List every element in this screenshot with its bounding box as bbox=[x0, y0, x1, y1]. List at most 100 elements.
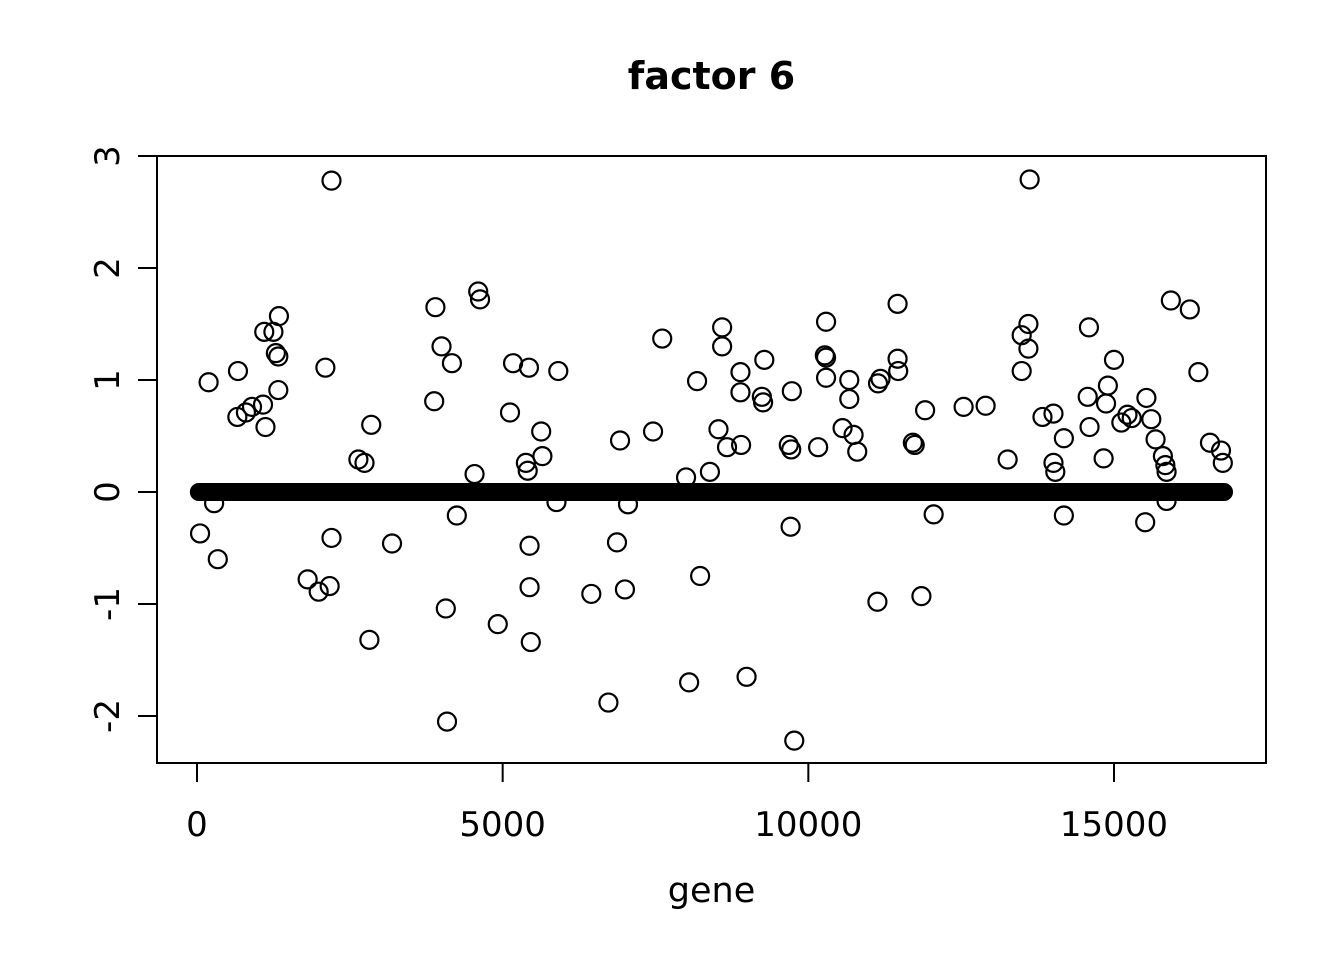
data-point bbox=[1077, 386, 1098, 407]
data-point bbox=[679, 672, 700, 693]
data-point bbox=[1188, 362, 1209, 383]
y-axis: 3 2 1 0 -1 -2 bbox=[88, 145, 157, 733]
data-point bbox=[997, 449, 1018, 470]
data-point bbox=[519, 535, 540, 556]
data-point bbox=[839, 369, 860, 391]
data-point bbox=[241, 396, 263, 417]
data-point bbox=[431, 336, 452, 357]
y-tick-label: -2 bbox=[88, 699, 128, 733]
data-point bbox=[614, 579, 636, 600]
data-point bbox=[319, 575, 340, 597]
data-point bbox=[1156, 490, 1177, 512]
data-point bbox=[690, 565, 711, 587]
data-point bbox=[581, 583, 602, 605]
data-point bbox=[1160, 290, 1181, 311]
data-point bbox=[487, 614, 508, 635]
data-point bbox=[1019, 169, 1040, 190]
data-point bbox=[686, 371, 708, 392]
data-point bbox=[1155, 455, 1176, 476]
data-point bbox=[708, 419, 729, 440]
data-point bbox=[780, 516, 801, 537]
data-point bbox=[716, 437, 738, 458]
y-tick-label: 2 bbox=[88, 257, 128, 279]
data-point bbox=[468, 281, 489, 302]
data-point bbox=[730, 434, 752, 456]
data-point bbox=[1135, 512, 1156, 533]
data-point bbox=[354, 452, 375, 473]
data-point bbox=[441, 353, 463, 374]
data-point bbox=[1053, 505, 1074, 526]
data-point bbox=[1136, 387, 1157, 409]
data-point bbox=[265, 343, 286, 364]
data-point bbox=[268, 379, 289, 401]
data-point bbox=[469, 289, 491, 310]
data-point bbox=[1097, 375, 1118, 396]
data-point bbox=[606, 532, 628, 553]
x-tick-label: 10000 bbox=[754, 805, 862, 845]
data-point bbox=[1043, 403, 1064, 424]
x-tick-label: 15000 bbox=[1060, 805, 1168, 845]
data-point bbox=[189, 523, 211, 544]
data-point bbox=[832, 418, 853, 439]
data-point bbox=[204, 493, 225, 514]
data-point bbox=[198, 372, 219, 393]
data-point bbox=[975, 395, 996, 416]
data-point bbox=[784, 730, 805, 751]
data-point bbox=[436, 711, 458, 732]
data-point bbox=[464, 463, 485, 485]
data-point bbox=[435, 598, 456, 619]
data-point bbox=[359, 629, 380, 650]
data-point bbox=[953, 396, 974, 417]
x-tick-label: 5000 bbox=[459, 805, 546, 845]
y-tick-label: 1 bbox=[88, 369, 128, 391]
data-point bbox=[1156, 461, 1177, 482]
data-point bbox=[381, 533, 403, 554]
data-point bbox=[1152, 446, 1174, 467]
data-point bbox=[911, 586, 932, 607]
data-point bbox=[847, 441, 868, 462]
data-point bbox=[675, 467, 697, 488]
data-point bbox=[1095, 393, 1117, 414]
data-point bbox=[1212, 452, 1233, 473]
data-point bbox=[424, 391, 445, 412]
data-point bbox=[321, 170, 342, 191]
data-point bbox=[1145, 429, 1166, 450]
data-point bbox=[1045, 461, 1066, 482]
data-point bbox=[1079, 416, 1100, 438]
data-point bbox=[518, 357, 540, 378]
data-point bbox=[520, 631, 541, 653]
data-point bbox=[1141, 409, 1162, 430]
data-point bbox=[1103, 349, 1125, 370]
x-tick-label: 0 bbox=[186, 805, 208, 845]
data-point bbox=[642, 421, 664, 442]
data-point bbox=[914, 400, 936, 421]
data-point bbox=[736, 666, 757, 687]
data-point bbox=[425, 297, 446, 318]
data-point bbox=[1117, 404, 1138, 425]
data-point bbox=[499, 402, 521, 423]
plot-title: factor 6 bbox=[627, 54, 796, 98]
data-point bbox=[904, 434, 925, 456]
data-point bbox=[887, 293, 908, 314]
data-point bbox=[902, 432, 923, 453]
data-point bbox=[321, 527, 342, 549]
data-point bbox=[609, 430, 631, 451]
data-point bbox=[870, 368, 891, 389]
data-point bbox=[361, 414, 382, 435]
data-point bbox=[1043, 452, 1064, 473]
data-point bbox=[781, 381, 802, 402]
data-point bbox=[235, 402, 257, 423]
data-point bbox=[546, 491, 567, 513]
data-point bbox=[227, 360, 249, 382]
y-tick-label: -1 bbox=[88, 587, 128, 621]
data-point bbox=[255, 416, 276, 438]
data-point bbox=[268, 306, 290, 327]
data-point bbox=[268, 346, 289, 367]
data-point bbox=[730, 362, 751, 383]
data-point bbox=[815, 311, 837, 332]
data-point bbox=[207, 549, 228, 570]
data-point bbox=[808, 437, 829, 458]
data-point bbox=[1210, 440, 1232, 461]
